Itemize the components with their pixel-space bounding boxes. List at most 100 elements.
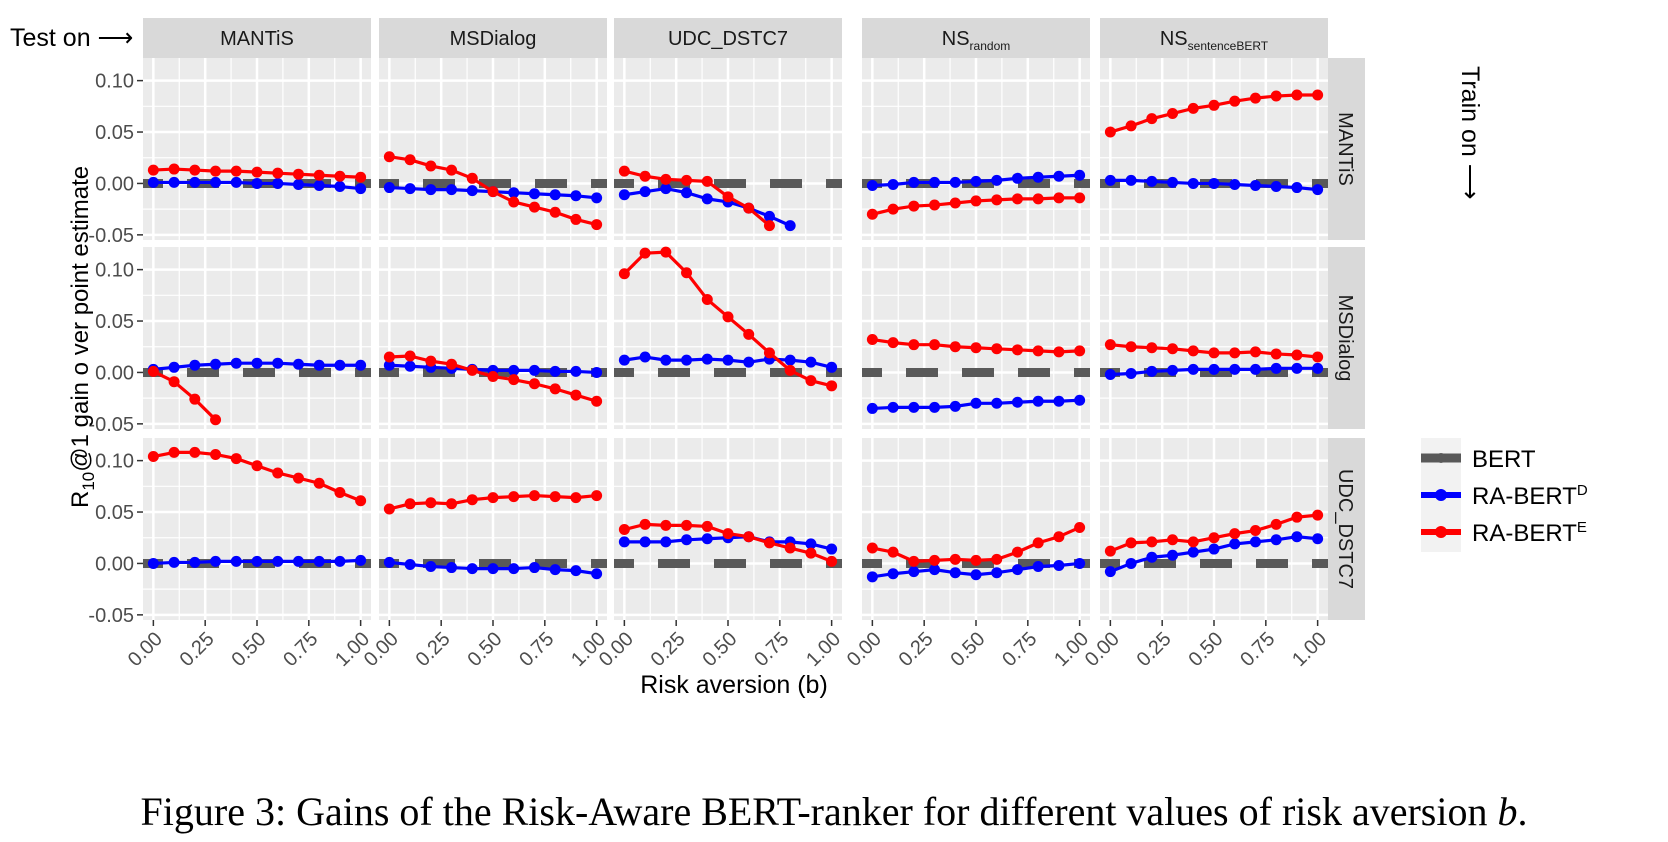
series-ra-bert-d-point [970,397,982,409]
series-ra-bert-e-point [1011,546,1023,558]
series-ra-bert-e-point [1249,346,1261,358]
series-ra-bert-d-point [1312,362,1324,374]
series-ra-bert-d-point [591,568,603,580]
legend-label-bert: BERT [1472,446,1536,473]
series-ra-bert-e-point [272,167,284,179]
series-ra-bert-e-point [991,553,1003,565]
panel [379,438,607,620]
x-tick-label: 0.25 [895,628,938,671]
series-ra-bert-e-point [618,268,630,280]
series-ra-bert-e-point [355,171,367,183]
y-axis-title-rest: @1 gain o ver point estimate [67,166,94,472]
series-ra-bert-d-point [949,400,961,412]
series-ra-bert-e-point [1270,90,1282,102]
series-ra-bert-d-point [866,180,878,192]
series-ra-bert-d-point [168,176,180,188]
series-ra-bert-e-point [355,495,367,507]
y-tick-label: 0.10 [95,71,134,93]
series-ra-bert-e-point [508,196,520,208]
series-ra-bert-e-point [1053,346,1065,358]
series-ra-bert-d-point [404,558,416,570]
series-ra-bert-d-point [487,563,499,575]
series-ra-bert-e-point [1291,511,1303,523]
series-ra-bert-d-point [1312,184,1324,196]
panel [862,58,1090,240]
panel [614,58,842,240]
legend-label-ra-bert-e: RA-BERTE [1472,519,1587,547]
series-ra-bert-e-point [1074,192,1086,204]
series-ra-bert-d-point [147,176,159,188]
series-ra-bert-e-point [1032,193,1044,205]
series-ra-bert-e-point [1270,518,1282,530]
series-ra-bert-d-point [355,183,367,195]
series-ra-bert-e-point [508,374,520,386]
panel [1100,438,1328,620]
series-ra-bert-e-point [487,186,499,198]
series-ra-bert-d-point [1032,171,1044,183]
series-ra-bert-d-point [1208,543,1220,555]
series-ra-bert-d-point [1053,560,1065,572]
y-tick-label: -0.05 [88,605,134,627]
series-ra-bert-d-point [1125,367,1137,379]
series-ra-bert-d-point [292,178,304,190]
series-ra-bert-e-point [660,519,672,531]
series-ra-bert-d-point [639,536,651,548]
facet-strip-row [1327,438,1365,620]
y-axis-title-subscript: 10 [79,472,98,491]
series-ra-bert-d-point [251,177,263,189]
series-ra-bert-e-point [570,389,582,401]
series-ra-bert-e-point [383,503,395,515]
series-ra-bert-e-point [887,337,899,349]
series-ra-bert-d-point [1011,396,1023,408]
series-ra-bert-e-point [147,365,159,377]
series-ra-bert-e-point [1032,537,1044,549]
series-ra-bert-d-point [866,402,878,414]
series-ra-bert-d-point [251,555,263,567]
series-ra-bert-d-point [1053,395,1065,407]
facet-strip-row [1327,58,1365,240]
series-ra-bert-d-point [618,536,630,548]
y-tick-label: 0.10 [95,451,134,473]
series-ra-bert-d-point [1011,172,1023,184]
series-ra-bert-d-point [210,358,222,370]
y-tick-label: 0.05 [95,502,134,524]
series-ra-bert-e-point [313,477,325,489]
y-tick-label: -0.05 [88,414,134,436]
facet-strip-col-name: MSDialog [450,28,537,50]
series-ra-bert-e-point [1146,113,1158,125]
x-tick-label: 0.75 [998,628,1041,671]
series-ra-bert-e-point [1208,347,1220,359]
series-ra-bert-e-point [230,453,242,465]
series-ra-bert-e-point [970,342,982,354]
series-ra-bert-d-point [591,366,603,378]
series-ra-bert-d-point [1104,174,1116,186]
series-ra-bert-d-point [230,555,242,567]
series-ra-bert-d-point [404,183,416,195]
series-ra-bert-e-point [1312,351,1324,363]
series-ra-bert-d-point [991,174,1003,186]
series-ra-bert-d-point [334,555,346,567]
series-ra-bert-e-point [908,555,920,567]
series-ra-bert-d-point [660,354,672,366]
series-ra-bert-e-point [466,364,478,376]
series-ra-bert-d-point [189,556,201,568]
series-ra-bert-d-point [272,357,284,369]
series-ra-bert-d-point [784,220,796,232]
series-ra-bert-e-point [763,347,775,359]
legend-label-ra-bert-d: RA-BERTD [1472,482,1588,510]
series-ra-bert-d-point [1032,395,1044,407]
x-tick-label: 0.50 [227,628,270,671]
series-ra-bert-d-point [1167,176,1179,188]
y-tick-label: 0.05 [95,122,134,144]
series-ra-bert-e-point [701,175,713,187]
test-on-label: Test on ⟶ [10,24,133,52]
series-ra-bert-e-point [313,169,325,181]
series-ra-bert-d-point [210,555,222,567]
x-tick-label: 0.00 [124,628,167,671]
series-ra-bert-d-point [189,176,201,188]
series-ra-bert-d-point [1291,362,1303,374]
series-ra-bert-e-point [446,358,458,370]
series-ra-bert-d-point [1167,364,1179,376]
series-ra-bert-d-point [334,359,346,371]
series-ra-bert-e-point [908,339,920,351]
